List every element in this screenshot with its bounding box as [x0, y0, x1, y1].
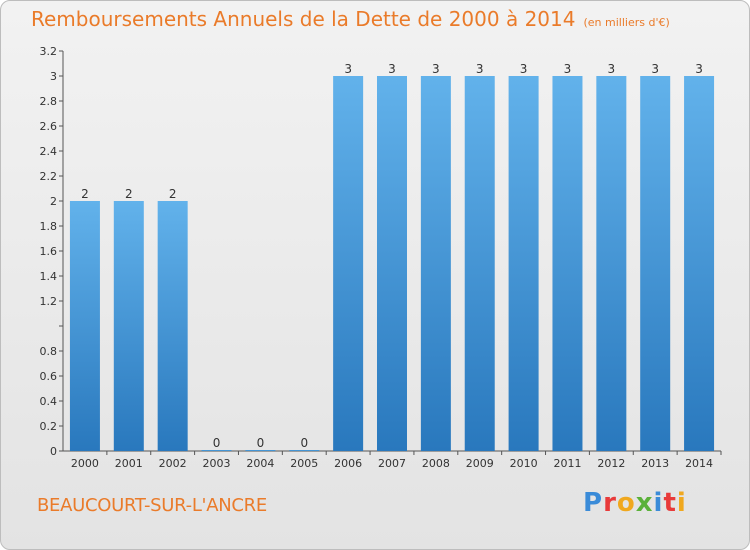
- bar-data-label: 2: [169, 187, 177, 201]
- bar: [684, 76, 715, 451]
- x-tick-label: 2009: [466, 457, 494, 470]
- x-tick-label: 2010: [510, 457, 538, 470]
- commune-name: BEAUCOURT-SUR-L'ANCRE: [37, 495, 267, 516]
- x-tick-label: 2000: [71, 457, 99, 470]
- x-tick-label: 2004: [246, 457, 274, 470]
- y-tick-label: 0.4: [40, 395, 58, 408]
- bar-data-label: 3: [695, 62, 703, 76]
- bar-data-label: 3: [651, 62, 659, 76]
- bar: [333, 76, 364, 451]
- bar: [201, 450, 232, 451]
- chart-title: Remboursements Annuels de la Dette de 20…: [31, 7, 670, 31]
- logo-letter: r: [603, 488, 617, 518]
- chart-title-text: Remboursements Annuels de la Dette de 20…: [31, 7, 576, 31]
- bars: [69, 76, 715, 451]
- x-axis: 2000 2001 2002 2003 2004 2005 2006 2007 2008 2009…: [63, 450, 722, 470]
- x-tick-label: 2006: [334, 457, 362, 470]
- y-tick-label: 3.2: [40, 45, 58, 58]
- y-tick-label: 2.2: [40, 170, 58, 183]
- x-tick-label: 2013: [641, 457, 669, 470]
- bar: [508, 76, 539, 451]
- bar: [377, 76, 407, 451]
- x-tick-label: 2002: [159, 457, 187, 470]
- x-tick-label: 2005: [290, 457, 318, 470]
- bar-data-label: 3: [476, 62, 484, 76]
- bar-data-label: 0: [257, 436, 265, 450]
- bar-data-label: 3: [432, 62, 440, 76]
- bar: [640, 76, 671, 451]
- bar-labels: 2 2 2 0 0 0 3 3 3 3 3 3 3 3 3: [81, 62, 703, 450]
- bar: [596, 76, 627, 451]
- chart-subtitle: (en milliers d'€): [583, 16, 670, 29]
- y-tick-label: 0.6: [40, 370, 58, 383]
- y-tick-label: 1.6: [40, 245, 58, 258]
- bar-data-label: 2: [125, 187, 133, 201]
- x-tick-label: 2011: [553, 457, 581, 470]
- logo-letter: i: [676, 488, 687, 518]
- y-tick-label: 2.8: [40, 95, 58, 108]
- x-tick-label: 2003: [203, 457, 231, 470]
- y-axis: 0 0.2 0.4 0.6 0.8 1.2 1.4 1.6 1.8 2 2.2 2.4 2.6 2.8 3 3…: [40, 45, 64, 458]
- logo-letter: t: [663, 488, 677, 518]
- logo-letter: x: [635, 488, 654, 518]
- logo-letter: o: [616, 488, 636, 518]
- x-tick-label: 2001: [115, 457, 143, 470]
- y-tick-label: 2.4: [40, 145, 58, 158]
- bar-data-label: 3: [608, 62, 616, 76]
- bar-data-label: 2: [81, 187, 89, 201]
- y-tick-label: 3: [50, 70, 57, 83]
- x-tick-label: 2007: [378, 457, 406, 470]
- bar-data-label: 3: [564, 62, 572, 76]
- y-tick-label: 1.8: [40, 220, 58, 233]
- bar-data-label: 0: [300, 436, 308, 450]
- bar: [552, 76, 583, 451]
- bar-data-label: 0: [213, 436, 221, 450]
- bar: [289, 450, 320, 451]
- bar-data-label: 3: [520, 62, 528, 76]
- bar: [157, 201, 188, 451]
- y-tick-label: 0.2: [40, 420, 58, 433]
- logo-letter: P: [583, 488, 604, 518]
- y-tick-label: 0.8: [40, 345, 58, 358]
- x-tick-label: 2012: [597, 457, 625, 470]
- bar: [69, 201, 100, 451]
- logo-letter: i: [653, 488, 664, 518]
- bar-data-label: 3: [344, 62, 352, 76]
- bar: [420, 76, 451, 451]
- bar: [245, 450, 276, 451]
- bar: [113, 201, 144, 451]
- y-tick-label: 1.4: [40, 270, 58, 283]
- x-tick-label: 2008: [422, 457, 450, 470]
- y-tick-label: 2: [50, 195, 57, 208]
- proxiti-logo: Proxiti: [583, 488, 687, 518]
- y-tick-label: 1.2: [40, 295, 58, 308]
- bar-data-label: 3: [388, 62, 396, 76]
- y-tick-label: 2.6: [40, 120, 58, 133]
- x-tick-label: 2014: [685, 457, 713, 470]
- y-tick-label: 0: [50, 445, 57, 458]
- bar: [464, 76, 495, 451]
